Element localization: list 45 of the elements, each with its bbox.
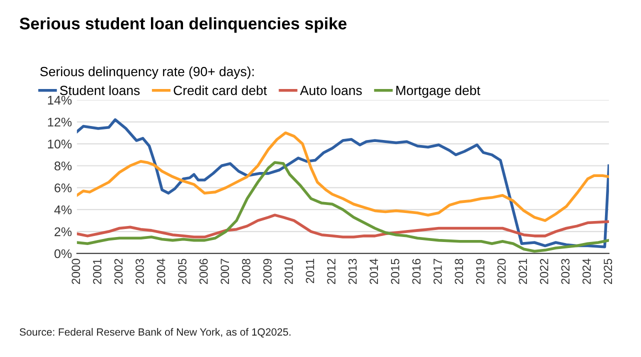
x-tick-label: 2015 [390,258,400,284]
x-tick-label: 2004 [156,258,166,284]
x-tick-label: 2021 [518,258,527,284]
x-tick-label: 2010 [284,258,293,284]
x-tick-label: 2013 [348,258,357,284]
x-tick-label: 2018 [454,258,464,284]
line-series [76,161,609,253]
x-tick-label: 2005 [178,258,186,284]
legend-label: Student loans [60,85,140,96]
x-tick-label: 2020 [497,258,506,284]
x-tick-label: 2007 [220,258,230,284]
x-tick-label: 2025 [604,258,612,284]
line-series [76,131,609,222]
y-tick-label: 12% [48,118,72,126]
x-tick-label: 2012 [327,258,336,284]
x-tick-label: 2022 [540,258,548,284]
x-tick-label: 2019 [476,258,484,284]
x-tick-label: 2000 [72,258,80,284]
x-tick-label: 2001 [93,258,102,284]
source-note: Source: Federal Reserve Bank of New York, as of 1Q2025. [20,328,290,338]
x-tick-label: 2008 [242,258,250,284]
legend-label: Credit card debt [174,85,267,96]
y-tick-label: 14% [48,96,72,105]
line-series [76,118,609,248]
chart-title: Serious student loan delinquencies spike [20,17,347,33]
legend-label: Mortgage debt [396,85,480,98]
y-tick-label: 2% [54,227,72,236]
x-tick-label: 2017 [434,258,442,284]
y-tick-label: 8% [54,162,72,170]
x-tick-label: 2014 [370,258,378,284]
y-tick-label: 0% [54,249,72,258]
x-tick-label: 2023 [561,258,570,284]
x-tick-label: 2009 [263,258,272,284]
x-tick-label: 2011 [306,258,314,284]
x-tick-label: 2003 [136,258,144,284]
x-tick-label: 2002 [114,258,123,284]
line-series [76,214,609,238]
legend-title: Serious delinquency rate (90+ days): [40,66,254,79]
y-tick-label: 4% [54,205,72,214]
x-tick-label: 2006 [199,258,208,284]
x-tick-label: 2024 [582,258,591,284]
y-tick-label: 10% [48,140,72,148]
x-tick-label: 2016 [412,258,421,284]
y-tick-label: 6% [54,183,72,192]
legend-label: Auto loans [300,85,362,96]
